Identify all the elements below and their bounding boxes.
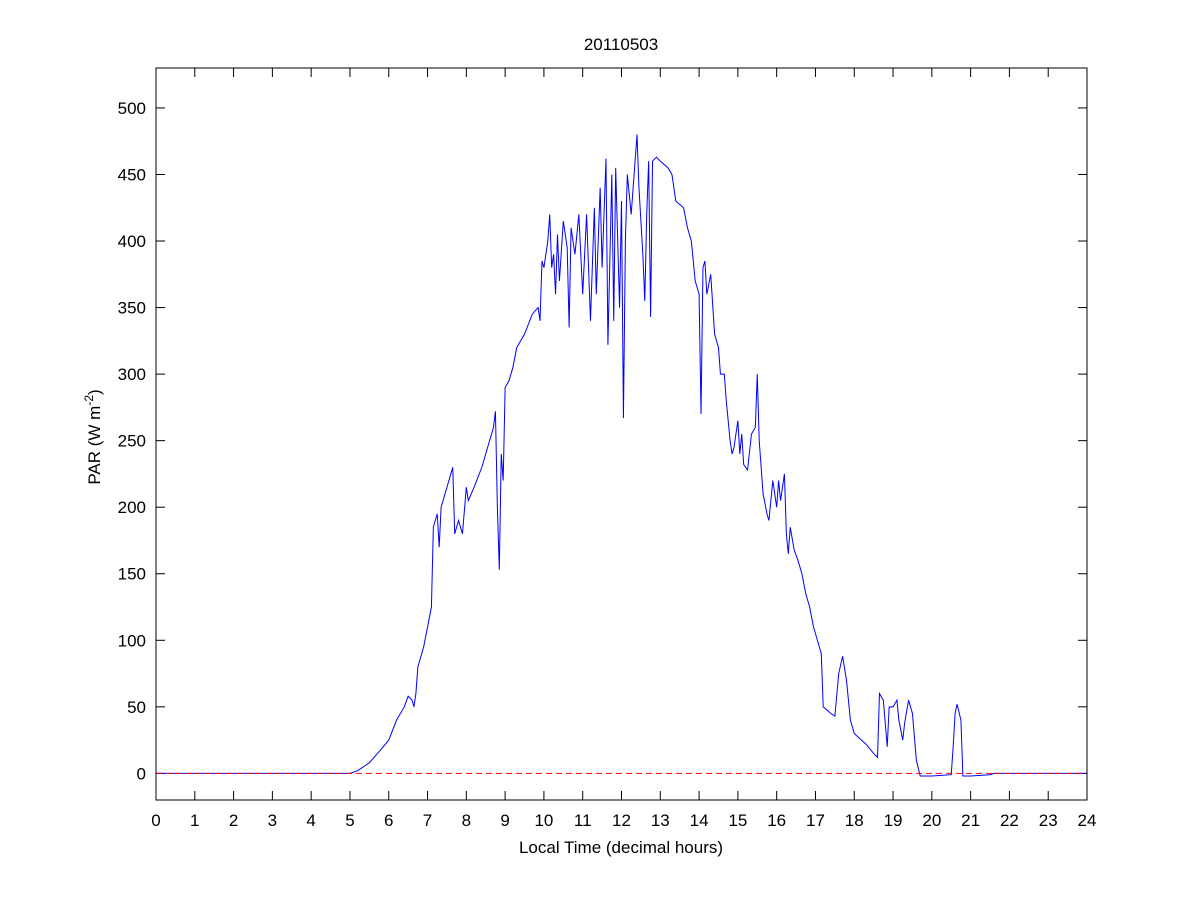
- data-line: [156, 134, 1087, 777]
- y-tick-label: 450: [118, 165, 146, 184]
- y-tick-label: 400: [118, 232, 146, 251]
- x-tick-label: 1: [190, 811, 199, 830]
- x-tick-label: 15: [728, 811, 747, 830]
- x-tick-label: 6: [384, 811, 393, 830]
- chart-title: 20110503: [584, 35, 658, 54]
- y-label-base: PAR (W m: [85, 406, 104, 485]
- y-tick-label: 0: [137, 764, 146, 783]
- x-tick-label: 19: [884, 811, 903, 830]
- y-tick-label: 250: [118, 432, 146, 451]
- y-label-superscript: -2: [82, 395, 96, 406]
- x-tick-label: 16: [767, 811, 786, 830]
- y-tick-label: 100: [118, 631, 146, 650]
- y-axis-label: PAR (W m-2): [82, 389, 104, 484]
- x-tick-label: 21: [961, 811, 980, 830]
- x-tick-label: 22: [1000, 811, 1019, 830]
- x-tick-label: 9: [500, 811, 509, 830]
- y-tick-label: 150: [118, 565, 146, 584]
- x-tick-label: 20: [922, 811, 941, 830]
- x-tick-label: 3: [268, 811, 277, 830]
- x-tick-label: 17: [806, 811, 825, 830]
- y-tick-label: 500: [118, 99, 146, 118]
- x-tick-label: 10: [534, 811, 553, 830]
- y-tick-label: 300: [118, 365, 146, 384]
- y-label-close: ): [85, 389, 104, 395]
- x-tick-label: 12: [612, 811, 631, 830]
- x-tick-label: 23: [1039, 811, 1058, 830]
- y-tick-label: 350: [118, 299, 146, 318]
- x-tick-label: 4: [306, 811, 315, 830]
- x-tick-label: 14: [690, 811, 709, 830]
- x-axis-label: Local Time (decimal hours): [519, 838, 723, 857]
- x-tick-label: 5: [345, 811, 354, 830]
- x-tick-label: 0: [151, 811, 160, 830]
- x-tick-label: 11: [574, 811, 592, 830]
- x-tick-label: 8: [462, 811, 471, 830]
- plot-frame: [155, 67, 1088, 801]
- x-tick-label: 2: [229, 811, 238, 830]
- y-tick-label: 200: [118, 498, 146, 517]
- x-tick-label: 13: [651, 811, 670, 830]
- y-tick-label: 50: [127, 698, 146, 717]
- x-tick-label: 18: [845, 811, 864, 830]
- x-tick-label: 24: [1078, 811, 1097, 830]
- x-tick-label: 7: [423, 811, 432, 830]
